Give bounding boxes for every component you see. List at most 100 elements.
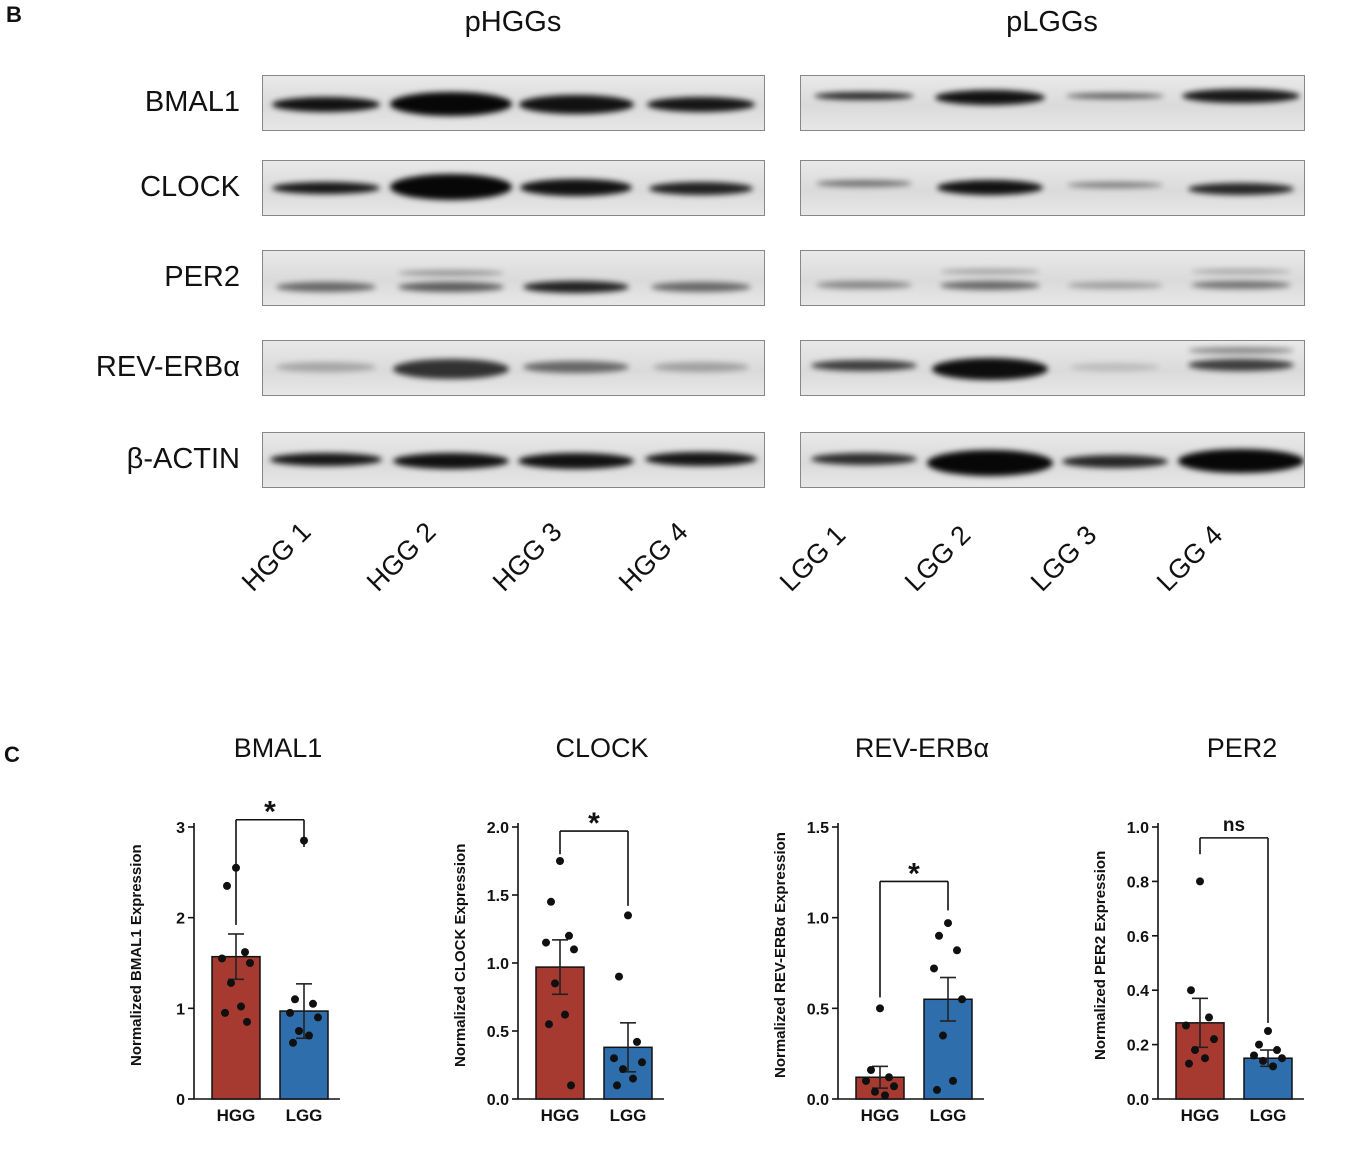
y-tick-label: 1.5: [807, 820, 829, 837]
lane-label: HGG 3: [486, 516, 568, 598]
blot-band: [518, 453, 635, 469]
data-point: [565, 931, 573, 940]
protein-label-clock: CLOCK: [140, 171, 240, 203]
data-point: [567, 1081, 575, 1090]
blot-band: [813, 92, 914, 100]
x-category-label: LGG: [610, 1106, 647, 1125]
data-point: [551, 979, 559, 988]
plggs-header: pLGGs: [1006, 6, 1098, 38]
data-point: [1201, 1054, 1209, 1063]
blot-band: [936, 179, 1043, 195]
data-point: [876, 1004, 884, 1013]
blot-band: [397, 282, 504, 292]
blot-band: [1188, 183, 1295, 195]
data-point: [871, 1087, 879, 1096]
protein-label-bactin: β-ACTIN: [126, 443, 240, 475]
y-tick-label: 0.0: [807, 1092, 829, 1109]
data-point: [309, 999, 317, 1008]
chart-title-bmal1: BMAL1: [233, 733, 323, 763]
data-point: [935, 931, 943, 940]
y-axis-label-clock: Normalized CLOCK Expression: [452, 843, 469, 1067]
blot-clock-phgg: [262, 160, 765, 216]
y-axis-label-bmal1: Normalized BMAL1 Expression: [128, 844, 145, 1066]
panel-b-label: B: [6, 2, 22, 27]
data-point: [633, 1037, 641, 1046]
data-point: [613, 1081, 621, 1090]
blot-band: [1178, 449, 1304, 473]
data-point: [629, 1074, 637, 1083]
bar-plot-clock: 0.0 0.5 1.0 1.5 2.0 HGG LGG *: [487, 807, 664, 1125]
blot-band: [649, 181, 754, 195]
data-point: [1255, 1040, 1263, 1049]
blot-band: [1188, 359, 1295, 371]
data-point: [890, 1082, 898, 1091]
y-tick-label: 1.5: [487, 888, 509, 905]
blot-band: [939, 280, 1040, 290]
data-point: [314, 1013, 322, 1022]
blot-band: [275, 282, 376, 292]
blot-band: [647, 96, 756, 112]
blot-bactin-phgg: [262, 432, 765, 488]
blot-band: [275, 362, 376, 372]
data-point: [1191, 1046, 1199, 1055]
blot-clock-plgg: [800, 160, 1305, 216]
blot-band: [1067, 281, 1164, 289]
blot-band: [392, 359, 509, 379]
data-point: [944, 919, 952, 928]
data-point: [610, 1054, 618, 1063]
blot-band: [815, 179, 912, 187]
bar-hgg: [211, 955, 261, 1100]
bar-plot-reverba: 0.0 0.5 1.0 1.5 HGG LGG *: [807, 820, 984, 1125]
data-point: [1278, 1054, 1286, 1063]
blot-band: [931, 358, 1048, 380]
protein-label-per2: PER2: [164, 261, 240, 293]
data-point: [542, 938, 550, 947]
blot-band: [523, 281, 630, 293]
chart-title-reverba: REV-ERBα: [854, 733, 990, 763]
data-point: [246, 959, 254, 967]
blot-band: [1062, 454, 1169, 468]
lane-label: LGG 4: [1150, 519, 1229, 598]
bar-plot-per2: 0.0 0.2 0.4 0.6 0.8 1.0 HGG LGG ns: [1127, 815, 1304, 1125]
data-point: [949, 1076, 957, 1085]
data-point: [862, 1076, 870, 1085]
y-tick-label: 0.5: [487, 1024, 509, 1041]
sig-label: *: [588, 807, 600, 840]
data-point: [570, 945, 578, 954]
data-point: [624, 911, 632, 920]
data-point: [289, 1038, 297, 1047]
data-point: [561, 1010, 569, 1019]
blot-bactin-plgg: [800, 432, 1305, 488]
data-point: [939, 1031, 947, 1040]
y-tick-label: 0.6: [1127, 929, 1149, 946]
y-tick-label: 0.5: [807, 1001, 829, 1018]
blot-reverba-phgg: [262, 340, 765, 396]
blot-band: [271, 96, 380, 112]
blot-band: [939, 268, 1040, 274]
sig-label: ns: [1223, 815, 1245, 836]
blot-band: [1182, 89, 1301, 103]
y-tick-label: 1.0: [807, 911, 829, 928]
blot-band: [1070, 363, 1161, 371]
blot-bmal1-plgg: [800, 75, 1305, 131]
sig-label: *: [908, 857, 920, 890]
chart-title-clock: CLOCK: [555, 733, 649, 763]
blot-band: [651, 282, 752, 292]
blot-reverba-plgg: [800, 340, 1305, 396]
data-point: [619, 1065, 627, 1074]
blot-band: [271, 182, 380, 194]
data-point: [1185, 1059, 1193, 1068]
y-tick-label: 2: [176, 911, 185, 928]
x-category-label: LGG: [1250, 1106, 1287, 1125]
blot-band: [653, 362, 750, 372]
data-point: [933, 1085, 941, 1094]
lane-label: LGG 3: [1024, 519, 1103, 598]
blot-band: [934, 89, 1045, 105]
blot-band: [1067, 182, 1164, 188]
y-tick-label: 0.4: [1127, 983, 1149, 1000]
blot-band: [389, 92, 512, 116]
chart-per2: PER2 Normalized PER2 Expression 0.0 0.2 0.…: [1092, 733, 1342, 1141]
y-tick-label: 1.0: [487, 956, 509, 973]
blot-per2-plgg: [800, 250, 1305, 306]
data-point: [547, 897, 555, 906]
